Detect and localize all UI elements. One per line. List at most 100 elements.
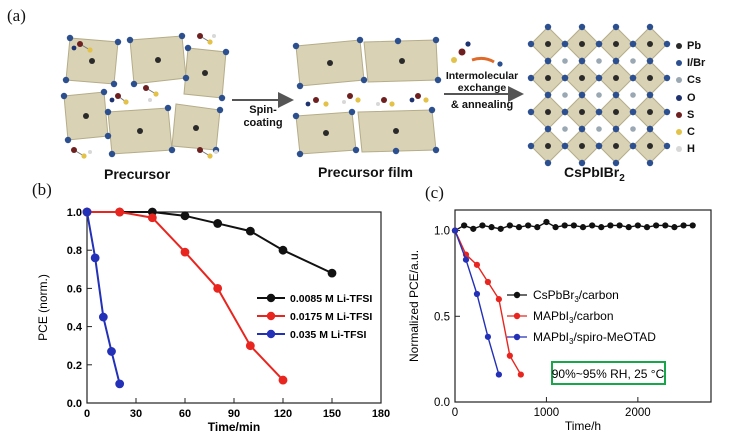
halide-atom — [578, 159, 586, 167]
pb-atom — [647, 75, 653, 81]
data-point — [115, 379, 125, 389]
halide-atom — [595, 74, 603, 82]
cs-atom — [596, 58, 602, 64]
x-tick-label: 0 — [452, 407, 458, 419]
halide-atom — [646, 91, 654, 99]
pb-atom — [647, 109, 653, 115]
halide-atom — [544, 159, 552, 167]
x-tick-label: 30 — [130, 408, 142, 420]
halide-atom — [612, 159, 620, 167]
atom-legend-label: O — [687, 91, 696, 104]
legend-marker — [266, 293, 276, 303]
halide-atom — [612, 23, 620, 31]
data-point — [147, 213, 157, 223]
precursor-film-caption: Precursor film — [318, 164, 413, 180]
chart-b: 0 30 60 90 120 150 180 0.0 0.2 0.4 0.6 0.8 1.0 Time/m… — [36, 207, 390, 434]
annotation-box — [551, 361, 666, 385]
legend-label: 0.0085 M Li-TFSI — [290, 293, 372, 305]
data-point — [643, 224, 651, 231]
atom-legend-item: O — [676, 90, 705, 107]
data-point — [616, 222, 623, 229]
data-point — [180, 211, 190, 221]
legend-marker — [513, 333, 521, 341]
atom-legend-item: I/Br — [676, 55, 705, 72]
data-point — [495, 296, 502, 303]
atom-legend-item: S — [676, 107, 705, 124]
exchange-label-bottom: & annealing — [450, 99, 514, 111]
data-point — [115, 207, 125, 217]
data-point — [180, 247, 190, 257]
atom-legend: Pb I/Br Cs O S C H — [676, 38, 705, 158]
legend-label: MAPbI3/spiro-MeOTAD — [533, 330, 656, 346]
data-point — [213, 284, 223, 293]
halide-atom — [629, 108, 637, 116]
y-axis-label: Normalized PCE/a.u. — [407, 250, 421, 362]
halide-atom — [561, 108, 569, 116]
legend-label: CsPbBr3/carbon — [533, 288, 619, 304]
product-subscript: 2 — [619, 172, 625, 184]
data-point — [506, 222, 513, 229]
data-point — [653, 222, 660, 229]
data-point — [451, 227, 459, 234]
x-tick-label: 90 — [228, 408, 240, 420]
data-point — [517, 371, 524, 378]
y-tick-label: 0.8 — [67, 245, 82, 257]
halide-atom — [578, 125, 586, 133]
halide-atom — [595, 142, 603, 150]
data-point — [213, 219, 223, 228]
halide-atom — [595, 40, 603, 48]
series-line — [86, 211, 121, 385]
x-tick-label: 2000 — [625, 407, 651, 419]
pb-atom — [647, 41, 653, 47]
plot-frame — [86, 211, 382, 404]
halide-atoms — [60, 32, 230, 158]
halide-atom — [561, 142, 569, 150]
halide-atom — [544, 57, 552, 65]
data-point — [506, 352, 513, 359]
cs-atom — [596, 92, 602, 98]
spin-coating-line-2: coating — [243, 117, 283, 129]
dmso-molecule-icon — [451, 41, 503, 67]
pb-atom — [545, 143, 551, 149]
data-point — [470, 225, 477, 232]
data-point — [82, 207, 92, 217]
halide-atom — [629, 40, 637, 48]
x-axis-label: Time/min — [208, 420, 260, 434]
halide-atom — [578, 91, 586, 99]
cs-atom — [596, 126, 602, 132]
x-tick-label: 180 — [372, 408, 390, 420]
halide-atom — [595, 108, 603, 116]
spin-coating-line-1: Spin- — [249, 104, 277, 116]
cs-atom — [562, 126, 568, 132]
halide-atom — [646, 159, 654, 167]
x-tick-label: 1000 — [534, 407, 560, 419]
panel-a-schematic — [60, 23, 671, 167]
y-tick-label: 1.0 — [67, 207, 82, 219]
data-point — [245, 226, 255, 236]
data-point — [484, 278, 492, 286]
exchange-label-top: Intermolecular exchange — [440, 70, 524, 94]
pb-atom — [579, 41, 585, 47]
data-point — [495, 371, 502, 378]
cs-atom — [562, 58, 568, 64]
cs-atom — [630, 126, 636, 132]
panel-a-label: (a) — [7, 6, 26, 25]
legend-marker — [266, 329, 276, 339]
pb-atom — [647, 143, 653, 149]
data-point — [570, 222, 577, 229]
atom-legend-label: S — [687, 108, 695, 121]
halide-atom — [578, 23, 586, 31]
data-point — [515, 224, 523, 231]
legend-label: 0.0175 M Li-TFSI — [290, 311, 372, 323]
legend: CsPbBr3/carbon MAPbI3/carbon MAPbI3/spiro-… — [507, 288, 656, 346]
cs-atom — [630, 58, 636, 64]
product-caption: CsPbIBr2 — [564, 164, 625, 184]
cs-dot-icon — [676, 77, 682, 84]
cs-atom — [630, 92, 636, 98]
pb-atom — [579, 75, 585, 81]
precursor-cluster — [60, 32, 230, 159]
legend: 0.0085 M Li-TFSI 0.0175 M Li-TFSI 0.035 M … — [257, 293, 372, 341]
precursor-film — [292, 36, 442, 158]
legend-label: 0.035 M Li-TFSI — [290, 329, 367, 341]
pb-dot-icon — [676, 43, 682, 49]
